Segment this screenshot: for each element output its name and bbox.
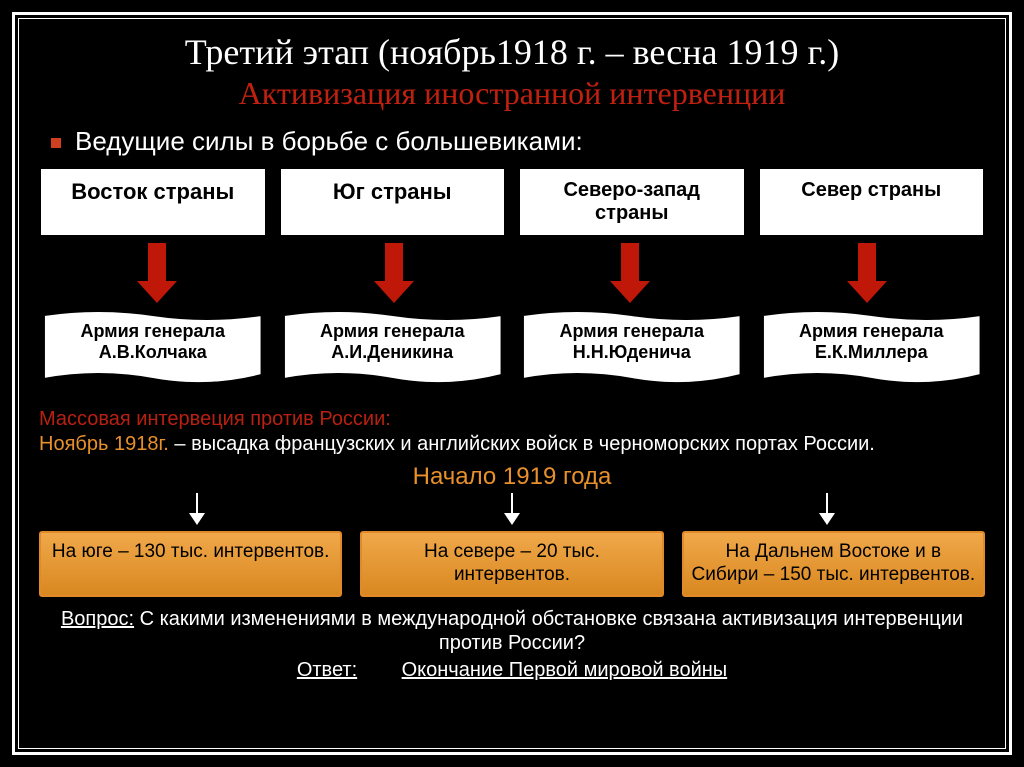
intervention-body: – высадка французских и английских войск… xyxy=(169,433,875,455)
arrow-down-icon xyxy=(196,493,198,515)
slide-content: Третий этап (ноябрь1918 г. – весна 1919 … xyxy=(18,18,1006,749)
intervention-south-box: На юге – 130 тыс. интервентов. xyxy=(39,531,342,597)
question-block: Вопрос: С какими изменениями в междунаро… xyxy=(39,607,985,655)
intervention-paragraph: Массовая интервеция против России: Ноябр… xyxy=(39,407,985,457)
intervention-north-box: На севере – 20 тыс. интервентов. xyxy=(360,531,663,597)
flag-row: Армия генерала А.В.Колчака Армия генерал… xyxy=(39,307,985,397)
region-box-north: Север страны xyxy=(758,167,986,237)
intervention-date: Ноябрь 1918г. xyxy=(39,433,169,455)
question-label: Вопрос: xyxy=(61,608,134,630)
answer-label: Ответ: xyxy=(297,659,357,681)
flag-northwest: Армия генерала Н.Н.Юденича xyxy=(518,307,746,397)
flag-text: Армия генерала А.В.Колчака xyxy=(47,321,259,362)
intervention-fareast-box: На Дальнем Востоке и в Сибири – 150 тыс.… xyxy=(682,531,985,597)
flag-north: Армия генерала Е.К.Миллера xyxy=(758,307,986,397)
arrow-down-icon xyxy=(511,493,513,515)
flag-east: Армия генерала А.В.Колчака xyxy=(39,307,267,397)
flag-text: Армия генерала А.И.Деникина xyxy=(287,321,499,362)
intervention-heading: Массовая интервеция против России: xyxy=(39,408,391,430)
flag-south: Армия генерала А.И.Деникина xyxy=(279,307,507,397)
flag-text: Армия генерала Н.Н.Юденича xyxy=(526,321,738,362)
region-box-northwest: Северо-запад страны xyxy=(518,167,746,237)
region-box-east: Восток страны xyxy=(39,167,267,237)
intervention-numbers-row: На юге – 130 тыс. интервентов. На севере… xyxy=(39,531,985,597)
answer-block: Ответ: Окончание Первой мировой войны xyxy=(39,659,985,682)
arrow-down-icon xyxy=(826,493,828,515)
question-text: С какими изменениями в международной обс… xyxy=(134,608,963,654)
flag-text: Армия генерала Е.К.Миллера xyxy=(766,321,978,362)
year-1919-label: Начало 1919 года xyxy=(39,463,985,491)
answer-text: Окончание Первой мировой войны xyxy=(402,659,728,681)
lead-text: Ведущие силы в борьбе с большевиками: xyxy=(75,126,985,157)
slide-subtitle: Активизация иностранной интервенции xyxy=(39,75,985,112)
region-row: Восток страны Юг страны Северо-запад стр… xyxy=(39,167,985,237)
thin-arrow-row xyxy=(39,493,985,529)
slide-title: Третий этап (ноябрь1918 г. – весна 1919 … xyxy=(39,31,985,73)
red-arrow-row xyxy=(39,243,985,303)
region-box-south: Юг страны xyxy=(279,167,507,237)
